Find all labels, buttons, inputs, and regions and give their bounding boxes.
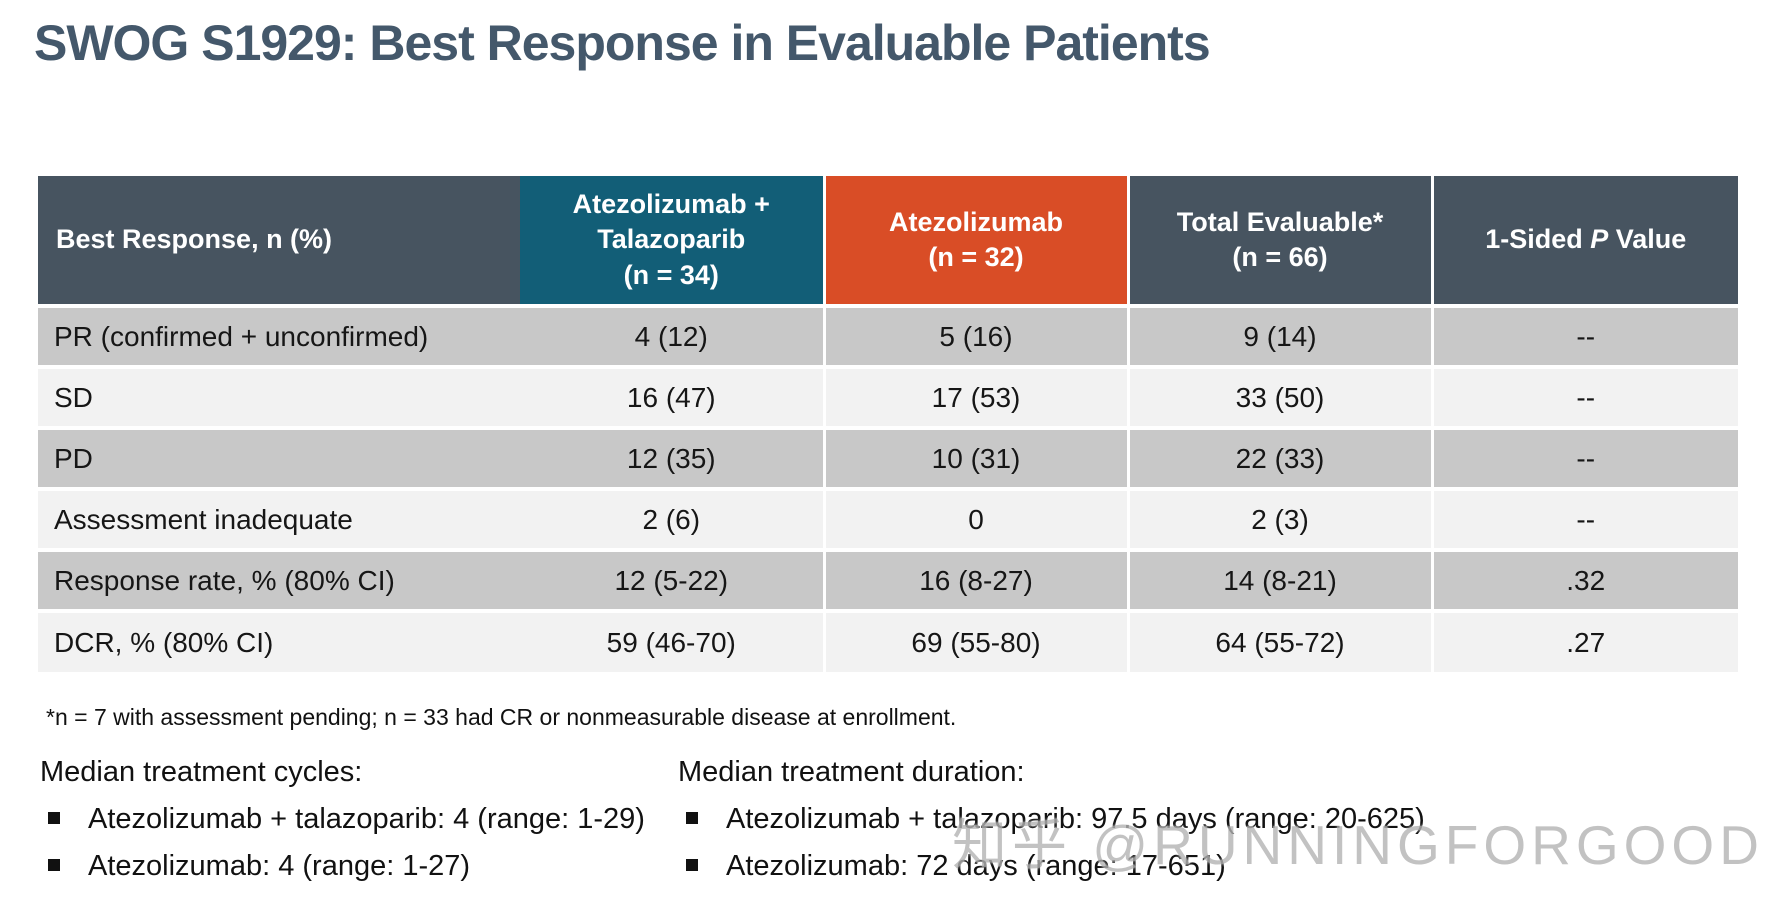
p-value-header-pre: 1-Sided	[1485, 224, 1591, 255]
treatment-cycles-heading: Median treatment cycles:	[40, 756, 363, 788]
bullet-square-icon	[686, 859, 698, 871]
row-label: PD	[38, 426, 520, 489]
list-item: Atezolizumab: 72 days (range: 17-651)	[678, 850, 1468, 883]
cell-value: .32	[1430, 548, 1738, 611]
col-header-atezolizumab: Atezolizumab (n = 32)	[822, 176, 1128, 306]
col-header-total-evaluable: Total Evaluable* (n = 66)	[1126, 176, 1432, 306]
cell-value: 2 (3)	[1126, 487, 1432, 550]
cell-value: 69 (55-80)	[822, 609, 1128, 672]
cell-value: 16 (8-27)	[822, 548, 1128, 611]
table-footnote: *n = 7 with assessment pending; n = 33 h…	[46, 704, 957, 730]
cell-value: 10 (31)	[822, 426, 1128, 489]
table-row: Response rate, % (80% CI) 12 (5-22) 16 (…	[38, 548, 1738, 611]
slide-title: SWOG S1929: Best Response in Evaluable P…	[34, 15, 1211, 71]
cell-value: --	[1430, 304, 1738, 367]
treatment-cycles-panel: Median treatment cycles: Atezolizumab + …	[40, 756, 660, 883]
treatment-duration-list: Atezolizumab + talazoparib: 97.5 days (r…	[678, 803, 1468, 883]
bullet-square-icon	[686, 812, 698, 824]
bullet-text: Atezolizumab: 72 days (range: 17-651)	[726, 850, 1226, 882]
bullet-square-icon	[48, 812, 60, 824]
cell-value: 0	[822, 487, 1128, 550]
col-header-best-response: Best Response, n (%)	[38, 176, 520, 306]
cell-value: 4 (12)	[520, 304, 824, 367]
treatment-duration-heading: Median treatment duration:	[678, 756, 1025, 788]
cell-value: 2 (6)	[520, 487, 824, 550]
col-header-atezolizumab-talazoparib: Atezolizumab + Talazoparib (n = 34)	[520, 176, 824, 306]
table-row: PR (confirmed + unconfirmed) 4 (12) 5 (1…	[38, 304, 1738, 367]
cell-value: 12 (35)	[520, 426, 824, 489]
list-item: Atezolizumab + talazoparib: 97.5 days (r…	[678, 803, 1468, 836]
col-header-p-value: 1-Sided P Value	[1430, 176, 1738, 306]
table-row: Assessment inadequate 2 (6) 0 2 (3) --	[38, 487, 1738, 550]
cell-value: 12 (5-22)	[520, 548, 824, 611]
treatment-duration-panel: Median treatment duration: Atezolizumab …	[678, 756, 1468, 883]
cell-value: 16 (47)	[520, 365, 824, 428]
cell-value: --	[1430, 487, 1738, 550]
table-row: SD 16 (47) 17 (53) 33 (50) --	[38, 365, 1738, 428]
cell-value: 59 (46-70)	[520, 609, 824, 672]
cell-value: 5 (16)	[822, 304, 1128, 367]
cell-value: 22 (33)	[1126, 426, 1432, 489]
row-label: SD	[38, 365, 520, 428]
table-row: DCR, % (80% CI) 59 (46-70) 69 (55-80) 64…	[38, 609, 1738, 672]
cell-value: .27	[1430, 609, 1738, 672]
cell-value: --	[1430, 365, 1738, 428]
cell-value: 64 (55-72)	[1126, 609, 1432, 672]
p-value-header-italic-p: P	[1590, 224, 1609, 255]
table-header-row: Best Response, n (%) Atezolizumab + Tala…	[38, 176, 1738, 306]
row-label: Response rate, % (80% CI)	[38, 548, 520, 611]
bullet-text: Atezolizumab + talazoparib: 97.5 days (r…	[726, 803, 1425, 835]
best-response-table: Best Response, n (%) Atezolizumab + Tala…	[38, 176, 1738, 672]
row-label: PR (confirmed + unconfirmed)	[38, 304, 520, 367]
cell-value: 14 (8-21)	[1126, 548, 1432, 611]
row-label: Assessment inadequate	[38, 487, 520, 550]
bullet-text: Atezolizumab: 4 (range: 1-27)	[88, 850, 471, 882]
cell-value: 33 (50)	[1126, 365, 1432, 428]
list-item: Atezolizumab: 4 (range: 1-27)	[40, 850, 660, 883]
cell-value: 17 (53)	[822, 365, 1128, 428]
list-item: Atezolizumab + talazoparib: 4 (range: 1-…	[40, 803, 660, 836]
cell-value: 9 (14)	[1126, 304, 1432, 367]
table-row: PD 12 (35) 10 (31) 22 (33) --	[38, 426, 1738, 489]
bullet-square-icon	[48, 859, 60, 871]
cell-value: --	[1430, 426, 1738, 489]
bullet-text: Atezolizumab + talazoparib: 4 (range: 1-…	[88, 803, 645, 835]
row-label: DCR, % (80% CI)	[38, 609, 520, 672]
treatment-cycles-list: Atezolizumab + talazoparib: 4 (range: 1-…	[40, 803, 660, 883]
p-value-header-post: Value	[1608, 224, 1687, 255]
